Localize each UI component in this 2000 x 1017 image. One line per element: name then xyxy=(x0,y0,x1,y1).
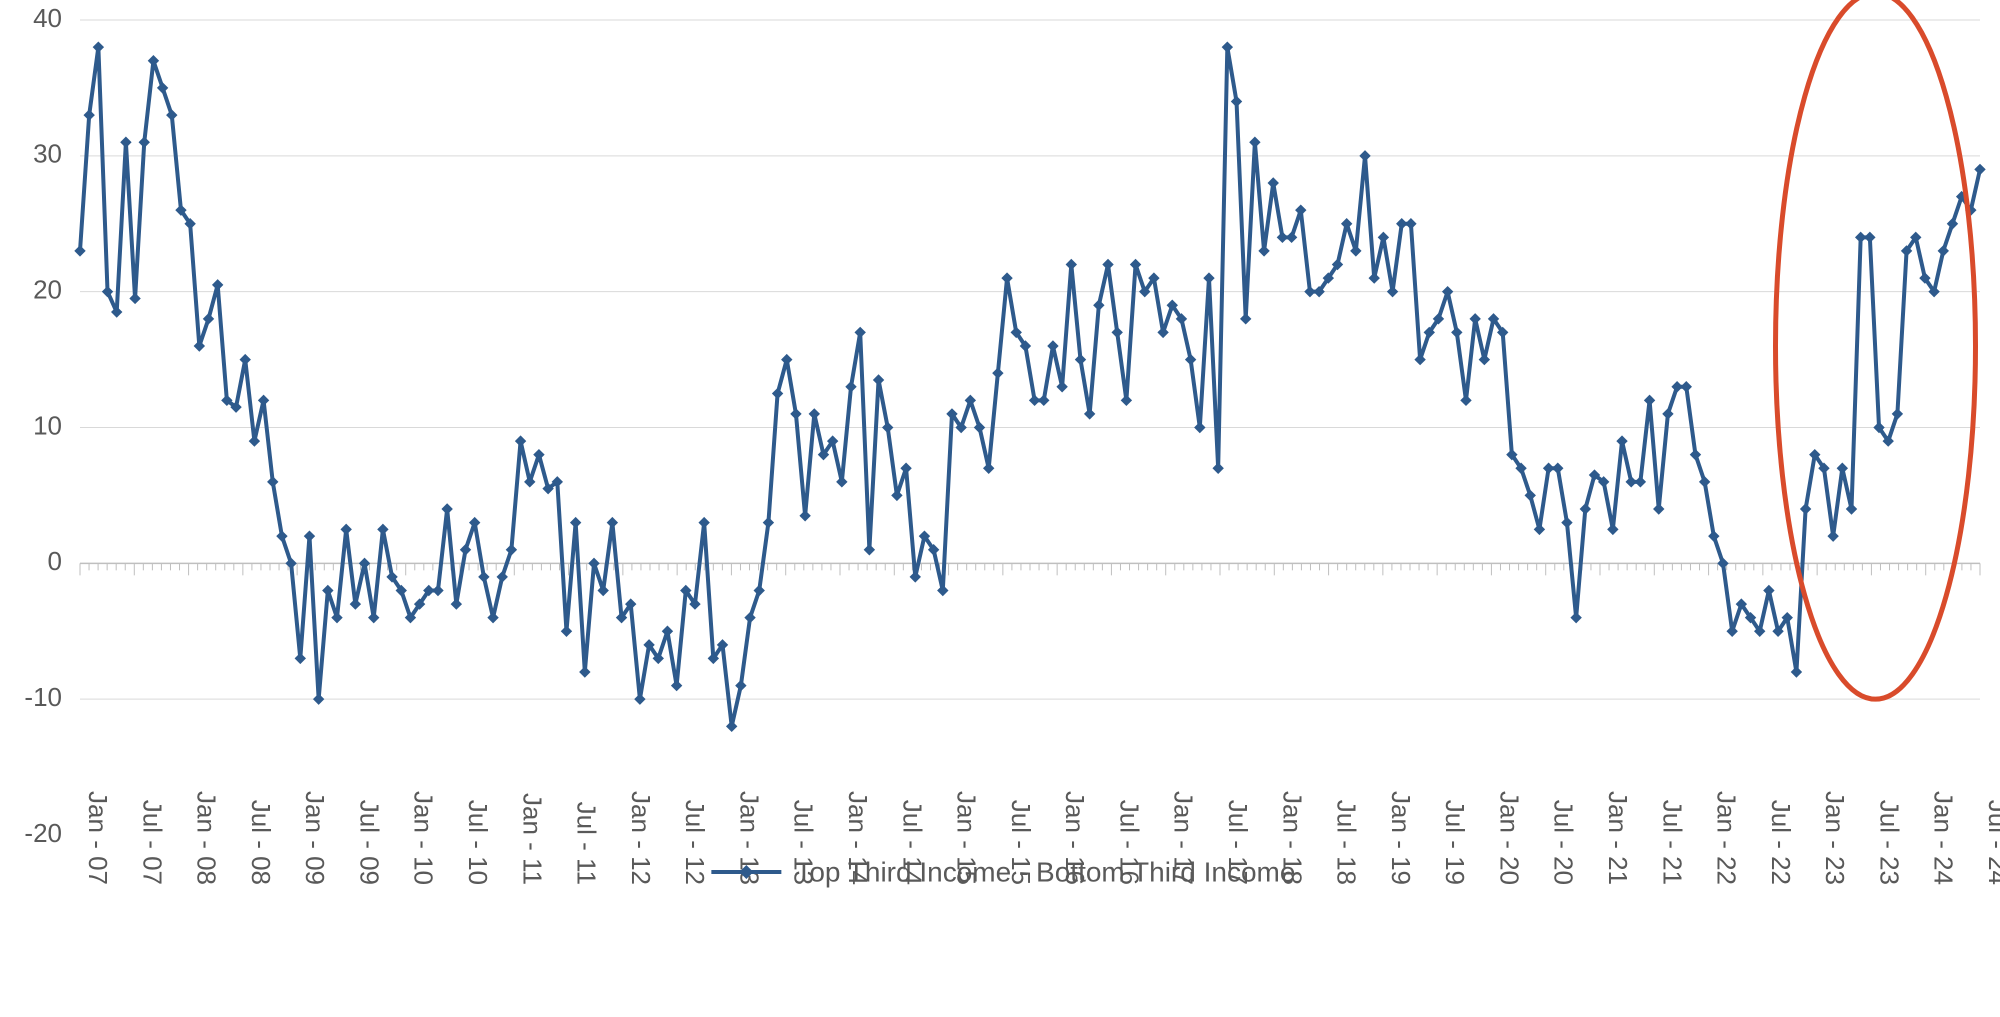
legend-label: Top Third Income - Bottom Third Income xyxy=(795,856,1295,887)
x-tick-label: Jul - 18 xyxy=(1332,800,1362,885)
legend: Top Third Income - Bottom Third Income xyxy=(711,856,1295,887)
x-tick-label: Jan - 07 xyxy=(83,791,113,885)
x-tick-label: Jan - 20 xyxy=(1494,791,1524,885)
x-tick-label: Jul - 09 xyxy=(354,800,384,885)
line-chart: -20 -10 0 10 20 30 40 Jan - 07 Jul - 07 Jan - 08 J… xyxy=(0,0,2000,1017)
x-tick-label: Jan - 19 xyxy=(1386,791,1416,885)
x-tick-label: Jul - 20 xyxy=(1549,800,1579,885)
x-tick-label: Jul - 22 xyxy=(1766,800,1796,885)
x-tick-label: Jul - 12 xyxy=(680,800,710,885)
y-tick-label: -20 xyxy=(24,818,62,848)
x-tick-label: Jan - 10 xyxy=(409,791,439,885)
x-tick-label: Jul - 23 xyxy=(1874,800,1904,885)
y-tick-label: 30 xyxy=(33,139,62,169)
x-tick-label: Jul - 24 xyxy=(1983,800,2000,885)
x-tick-label: Jan - 11 xyxy=(517,793,547,885)
y-tick-label: 10 xyxy=(33,410,62,440)
x-tick-label: Jan - 08 xyxy=(192,791,222,885)
y-tick-label: 20 xyxy=(33,275,62,305)
y-tick-label: -10 xyxy=(24,682,62,712)
y-tick-label: 40 xyxy=(33,3,62,33)
x-tick-label: Jan - 12 xyxy=(626,791,656,885)
x-tick-label: Jul - 08 xyxy=(246,800,276,885)
x-tick-label: Jul - 21 xyxy=(1657,800,1687,885)
x-tick-label: Jul - 07 xyxy=(137,800,167,885)
x-tick-label: Jan - 24 xyxy=(1929,791,1959,885)
x-tick-label: Jan - 22 xyxy=(1712,791,1742,885)
x-tick-label: Jul - 11 xyxy=(572,802,602,885)
x-tick-label: Jul - 10 xyxy=(463,800,493,885)
x-tick-label: Jul - 19 xyxy=(1440,800,1470,885)
y-tick-label: 0 xyxy=(48,546,62,576)
chart-container: -20 -10 0 10 20 30 40 Jan - 07 Jul - 07 Jan - 08 J… xyxy=(0,0,2000,1017)
x-tick-label: Jan - 21 xyxy=(1603,791,1633,885)
x-tick-label: Jan - 23 xyxy=(1820,791,1850,885)
x-tick-label: Jan - 09 xyxy=(300,791,330,885)
